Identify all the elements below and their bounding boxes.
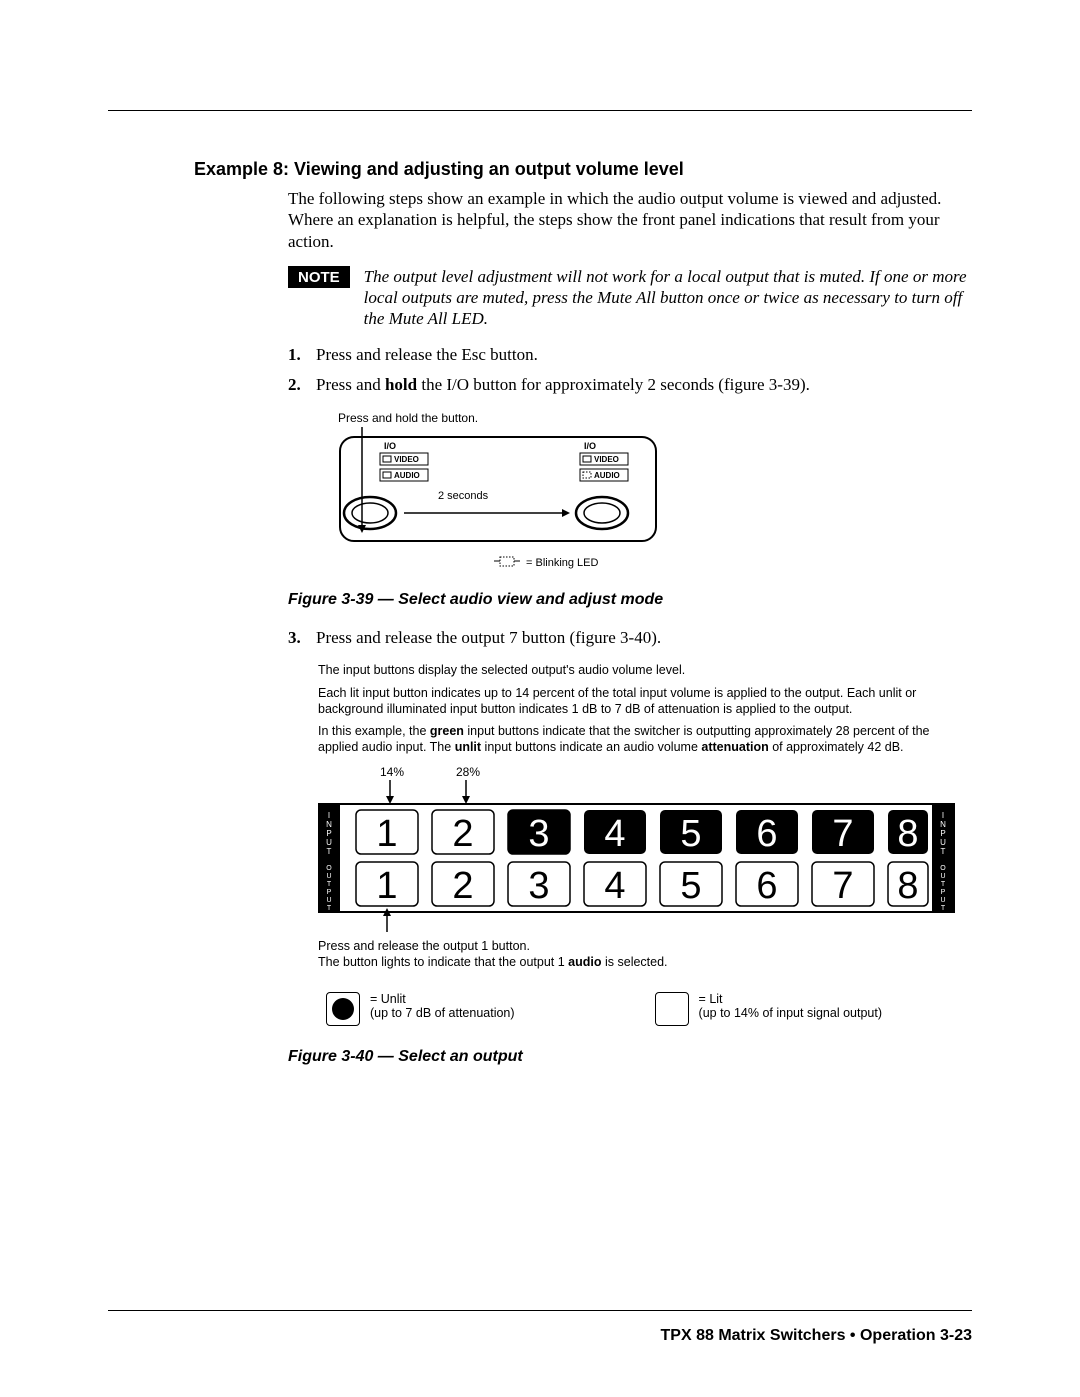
svg-text:5: 5	[680, 865, 701, 907]
fig39-caption: Figure 3-39 — Select audio view and adju…	[288, 591, 972, 609]
step-text: Press and release the output 7 button (f…	[316, 627, 661, 650]
figure-3-40-text: The input buttons display the selected o…	[318, 662, 972, 933]
svg-text:T: T	[327, 881, 332, 888]
svg-text:O: O	[940, 865, 946, 872]
svg-text:I/O: I/O	[584, 441, 596, 451]
svg-text:I/O: I/O	[384, 441, 396, 451]
svg-text:I: I	[328, 811, 330, 820]
svg-text:2: 2	[452, 865, 473, 907]
note-badge: NOTE	[288, 266, 350, 288]
step-1: 1. Press and release the Esc button.	[288, 344, 972, 367]
svg-text:T: T	[941, 881, 946, 888]
svg-text:VIDEO: VIDEO	[394, 455, 419, 464]
svg-text:VIDEO: VIDEO	[594, 455, 619, 464]
svg-text:U: U	[326, 838, 332, 847]
svg-text:5: 5	[680, 813, 701, 855]
example-heading: Example 8: Viewing and adjusting an outp…	[194, 159, 972, 180]
step-text: Press and release the Esc button.	[316, 344, 538, 367]
fig40-diagram: 14% 28% I N P U T O U T P U T I N P U T …	[318, 764, 958, 934]
fig40-p2: Each lit input button indicates up to 14…	[318, 685, 972, 718]
step-num: 2.	[288, 374, 316, 397]
svg-text:T: T	[941, 905, 946, 912]
svg-text:8: 8	[897, 813, 918, 855]
svg-text:8: 8	[897, 865, 918, 907]
fig39-diagram: I/O VIDEO AUDIO 2 seconds I/O VIDEO AUDI…	[334, 427, 694, 577]
page-footer: TPX 88 Matrix Switchers • Operation 3-23	[661, 1327, 972, 1345]
step-2: 2. Press and hold the I/O button for app…	[288, 374, 972, 397]
svg-text:3: 3	[528, 813, 549, 855]
step-3: 3. Press and release the output 7 button…	[288, 627, 972, 650]
fig40-p1: The input buttons display the selected o…	[318, 662, 972, 678]
step-text: Press and hold the I/O button for approx…	[316, 374, 810, 397]
svg-text:N: N	[326, 820, 332, 829]
fig40-p3: In this example, the green input buttons…	[318, 723, 972, 756]
svg-text:1: 1	[376, 813, 397, 855]
svg-text:28%: 28%	[456, 765, 480, 779]
svg-text:U: U	[326, 873, 331, 880]
note-block: NOTE The output level adjustment will no…	[288, 266, 972, 330]
svg-text:4: 4	[604, 865, 625, 907]
svg-text:AUDIO: AUDIO	[594, 471, 620, 480]
svg-text:3: 3	[528, 865, 549, 907]
step-list: 1. Press and release the Esc button. 2. …	[288, 344, 972, 398]
svg-text:7: 7	[832, 813, 853, 855]
footer-rule	[108, 1310, 972, 1311]
svg-text:I: I	[942, 811, 944, 820]
svg-text:T: T	[941, 847, 946, 856]
note-text: The output level adjustment will not wor…	[364, 266, 972, 330]
svg-text:T: T	[327, 905, 332, 912]
step-list-2: 3. Press and release the output 7 button…	[288, 627, 972, 650]
svg-text:N: N	[940, 820, 946, 829]
svg-text:P: P	[940, 829, 945, 838]
svg-text:U: U	[326, 897, 331, 904]
fig40-caption: Figure 3-40 — Select an output	[288, 1048, 972, 1066]
top-rule	[108, 110, 972, 111]
figure-3-39: Press and hold the button. I/O VIDEO AUD…	[334, 411, 972, 577]
svg-text:P: P	[941, 889, 946, 896]
step-num: 3.	[288, 627, 316, 650]
svg-text:T: T	[327, 847, 332, 856]
svg-text:2 seconds: 2 seconds	[438, 490, 489, 502]
svg-text:U: U	[940, 873, 945, 880]
unlit-icon	[326, 992, 360, 1026]
svg-text:1: 1	[376, 865, 397, 907]
svg-text:14%: 14%	[380, 765, 404, 779]
step-num: 1.	[288, 344, 316, 367]
lit-icon	[655, 992, 689, 1026]
fig39-top-caption: Press and hold the button.	[338, 411, 972, 425]
fig40-below-text: Press and release the output 1 button. T…	[318, 938, 972, 971]
svg-text:7: 7	[832, 865, 853, 907]
svg-text:2: 2	[452, 813, 473, 855]
fig40-legend: = Unlit (up to 7 dB of attenuation) = Li…	[326, 992, 972, 1026]
fig40-below2: The button lights to indicate that the o…	[318, 954, 972, 970]
legend-lit: = Lit (up to 14% of input signal output)	[655, 992, 882, 1026]
svg-text:6: 6	[756, 865, 777, 907]
svg-text:U: U	[940, 838, 946, 847]
svg-text:P: P	[327, 889, 332, 896]
svg-text:O: O	[326, 865, 332, 872]
intro-paragraph: The following steps show an example in w…	[288, 188, 972, 252]
legend-unlit: = Unlit (up to 7 dB of attenuation)	[326, 992, 515, 1026]
svg-text:4: 4	[604, 813, 625, 855]
svg-text:6: 6	[756, 813, 777, 855]
svg-text:P: P	[326, 829, 331, 838]
svg-text:AUDIO: AUDIO	[394, 471, 420, 480]
fig40-below1: Press and release the output 1 button.	[318, 938, 972, 954]
svg-text:= Blinking LED: = Blinking LED	[526, 557, 599, 569]
svg-text:U: U	[940, 897, 945, 904]
